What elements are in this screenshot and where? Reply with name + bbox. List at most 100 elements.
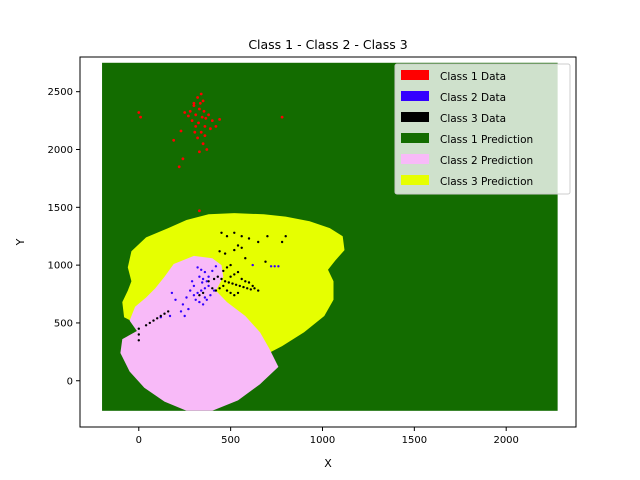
x-tick-label: 1000 — [310, 435, 335, 446]
class-1-data-point — [198, 107, 201, 111]
y-axis-ticks: 0 500 1000 1500 2000 2500 — [48, 87, 80, 387]
class-1-data-point — [196, 96, 200, 99]
class-3-data-point — [233, 231, 236, 234]
class-2-data-point — [273, 265, 276, 268]
legend-swatch-class-2-prediction — [401, 154, 429, 164]
class-3-data-point — [214, 289, 218, 292]
class-1-data-point — [209, 127, 212, 131]
y-tick-label: 0 — [67, 376, 73, 387]
class-1-data-point — [172, 138, 176, 142]
class-3-data-point — [167, 310, 170, 313]
class-3-data-point — [137, 327, 140, 330]
class-2-data-point — [200, 289, 203, 292]
class-3-data-point — [223, 252, 227, 255]
class-2-data-point — [200, 268, 203, 271]
class-1-data-point — [197, 121, 200, 125]
class-3-data-point — [222, 284, 225, 288]
class-3-data-point — [137, 339, 140, 342]
class-1-data-point — [204, 116, 208, 120]
y-tick-label: 1000 — [48, 261, 73, 272]
class-3-data-point — [227, 281, 230, 284]
y-axis-label: Y — [14, 238, 27, 246]
class-1-data-point — [200, 115, 204, 119]
x-tick-label: 2000 — [493, 435, 518, 446]
class-1-data-point — [203, 125, 207, 128]
class-2-data-point — [198, 275, 201, 278]
class-1-data-point — [199, 130, 203, 134]
x-tick-label: 500 — [221, 435, 240, 446]
y-tick-label: 2500 — [48, 87, 73, 98]
class-1-data-point — [177, 165, 181, 169]
class-2-data-point — [187, 307, 190, 311]
class-3-data-point — [225, 289, 229, 292]
class-2-prediction-region — [120, 255, 279, 411]
class-2-data-point — [277, 265, 280, 268]
class-3-data-point — [207, 280, 210, 283]
class-3-data-point — [280, 240, 284, 244]
class-3-data-point — [233, 248, 236, 252]
legend-label-class-3-data: Class 3 Data — [440, 113, 506, 125]
class-3-data-point — [246, 287, 249, 290]
class-1-data-point — [198, 209, 201, 213]
class-1-data-point — [181, 157, 185, 161]
x-tick-label: 1500 — [402, 435, 427, 446]
class-3-data-point — [137, 333, 140, 336]
class-3-data-point — [231, 282, 234, 285]
class-3-data-point — [257, 289, 260, 292]
class-3-data-point — [225, 235, 229, 238]
class-3-data-point — [238, 284, 241, 288]
class-3-data-point — [234, 283, 238, 286]
plot-area — [102, 62, 558, 411]
axes-frame — [79, 56, 577, 428]
class-1-data-point — [139, 115, 143, 119]
class-3-data-point — [225, 266, 229, 269]
class-1-data-point — [210, 119, 214, 122]
class-2-data-point — [269, 265, 273, 268]
class-2-data-point — [192, 284, 196, 288]
class-3-data-point — [216, 275, 219, 278]
class-3-data-point — [212, 277, 216, 281]
class-2-data-point — [207, 275, 210, 278]
class-2-data-point — [181, 303, 185, 306]
x-axis-ticks: 0 500 1000 1500 2000 — [136, 427, 519, 446]
class-2-data-point — [185, 296, 188, 299]
class-3-data-point — [244, 257, 247, 260]
class-3-data-point — [257, 240, 260, 244]
class-3-data-point — [220, 277, 223, 281]
class-2-data-point — [170, 291, 174, 295]
class-2-data-point — [203, 270, 207, 274]
class-2-data-point — [214, 265, 218, 268]
class-3-data-point — [144, 324, 148, 327]
y-tick-label: 1500 — [48, 203, 73, 214]
class-2-data-point — [196, 266, 199, 269]
legend-label-class-1-prediction: Class 1 Prediction — [440, 134, 533, 146]
class-2-data-point — [211, 269, 214, 273]
class-1-data-point — [179, 129, 183, 133]
class-3-data-point — [266, 235, 269, 238]
class-1-data-point — [192, 101, 196, 105]
class-2-data-point — [174, 298, 177, 301]
class-1-data-point — [214, 125, 218, 128]
class-3-data-point — [247, 281, 251, 284]
class-2-data-point — [183, 314, 186, 318]
class-3-data-point — [201, 291, 205, 295]
x-tick-label: 0 — [136, 435, 142, 446]
class-3-data-point — [152, 319, 155, 322]
class-1-data-point — [205, 148, 209, 151]
class-3-data-point — [218, 287, 221, 290]
class-1-data-point — [198, 150, 201, 154]
legend-swatch-class-3-data — [401, 112, 429, 122]
y-tick-label: 500 — [54, 318, 73, 329]
class-3-data-point — [198, 294, 201, 297]
class-1-data-point — [202, 109, 206, 113]
class-1-data-point — [201, 99, 205, 103]
class-1-data-point — [207, 113, 211, 117]
class-3-data-point — [240, 277, 243, 281]
class-3-data-point — [156, 317, 159, 320]
legend: Class 1 Data Class 2 Data Class 3 Data C… — [394, 63, 571, 195]
class-1-data-point — [192, 104, 196, 107]
class-2-data-point — [194, 298, 197, 301]
class-1-data-point — [183, 111, 187, 114]
legend-swatch-class-1-prediction — [401, 133, 429, 143]
